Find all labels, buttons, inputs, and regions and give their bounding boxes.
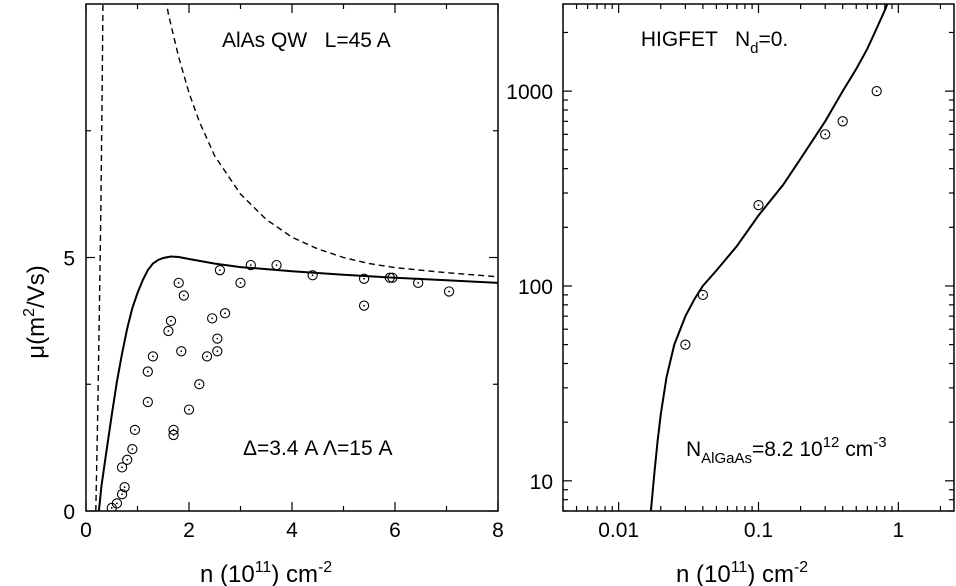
- left-data-point: [235, 277, 246, 288]
- left-data-point: [163, 325, 174, 337]
- left-data-point: [122, 454, 133, 465]
- left-solid-curve: [97, 255, 498, 511]
- right-xlabel-sup1: 11: [731, 559, 748, 576]
- right-data-point: [820, 129, 831, 140]
- right-plot-frame: [562, 3, 955, 512]
- right-note-annotation: NAlGaAs=8.2 1012 cm-3: [686, 434, 887, 467]
- right-title-base: HIGFET N: [641, 28, 750, 51]
- right-y-tick-label: 10: [530, 471, 553, 494]
- right-data-point: [680, 339, 691, 350]
- left-data-point: [201, 351, 213, 362]
- left-data-point: [178, 290, 189, 301]
- right-data-point: [753, 199, 764, 211]
- left-x-tick-label: 2: [183, 519, 195, 542]
- right-xlabel-sup2: -2: [794, 559, 808, 576]
- right-note-sub: AlGaAs: [701, 450, 752, 467]
- left-data-point: [142, 366, 153, 377]
- right-xlabel-mid: ) cm: [747, 561, 794, 586]
- left-data-point: [245, 259, 256, 271]
- left-tick-labels: 0 2 4 6 8 0 5: [63, 248, 504, 543]
- svg-text:μ(m2/Vs): μ(m2/Vs): [21, 265, 50, 358]
- left-title: AlAs QW L=45 A: [222, 29, 391, 52]
- left-x-axis-label: n (1011) cm-2: [200, 559, 332, 586]
- left-data-point: [119, 482, 130, 493]
- left-data-point: [212, 333, 223, 344]
- left-xlabel-sup1: 11: [255, 559, 272, 576]
- left-data-point: [142, 396, 153, 408]
- right-data-point: [871, 85, 882, 97]
- left-ylabel-end: /Vs): [23, 265, 50, 308]
- left-plot-frame: [85, 3, 499, 512]
- left-data-point: [116, 462, 128, 473]
- right-solid-curve: [649, 4, 889, 511]
- left-data-point: [443, 286, 455, 297]
- right-panel: 0.01 0.1 1 10 100 1000 HIGFET Nd=0. NAlGaAs=8…: [506, 3, 955, 586]
- left-xlabel-mid: ) cm: [271, 561, 318, 586]
- left-data-point: [173, 277, 184, 288]
- right-x-axis-label: n (1011) cm-2: [676, 559, 808, 586]
- left-ylabel-base: μ(m: [23, 317, 50, 359]
- left-data-point: [129, 424, 141, 436]
- left-data-point: [194, 379, 205, 390]
- right-xlabel-base: n (10: [676, 561, 731, 586]
- left-y-tick-label: 5: [63, 248, 75, 271]
- right-note-base: N: [686, 438, 701, 461]
- left-y-axis-label: μ(m2/Vs): [21, 265, 50, 358]
- left-data-point: [214, 265, 226, 276]
- left-data-point: [183, 404, 195, 415]
- right-y-tick-label: 1000: [506, 81, 553, 104]
- left-dashed-curve: [165, 4, 498, 278]
- right-ticks: [562, 4, 954, 512]
- right-series: [649, 4, 889, 511]
- right-note-end: cm: [839, 438, 873, 461]
- left-data-point: [147, 351, 159, 362]
- left-dashed-curve: [95, 4, 104, 511]
- right-note-mid: =8.2 10: [752, 438, 823, 461]
- right-x-tick-label: 1: [893, 519, 905, 542]
- left-data-point: [165, 315, 177, 327]
- left-data-point: [358, 300, 370, 311]
- left-ylabel-sup: 2: [21, 308, 38, 317]
- left-xlabel-base: n (10: [200, 561, 255, 586]
- right-tick-labels: 0.01 0.1 1 10 100 1000: [506, 81, 904, 542]
- left-panel: 0 2 4 6 8 0 5 AlAs QW L=45 A Δ=3.4 A Λ=15 A n …: [21, 3, 504, 586]
- left-x-tick-label: 0: [80, 519, 92, 542]
- right-x-tick-label: 0.1: [744, 519, 773, 542]
- left-data-point: [127, 443, 138, 455]
- right-title: HIGFET Nd=0.: [600, 28, 817, 57]
- right-y-tick-label: 100: [518, 276, 553, 299]
- left-series: [95, 4, 498, 511]
- right-note-sup: 12: [823, 434, 840, 451]
- left-x-tick-label: 8: [492, 519, 504, 542]
- left-data-point: [307, 270, 318, 281]
- left-data-point: [207, 313, 218, 324]
- left-data-point: [116, 489, 128, 500]
- left-data-point: [176, 346, 187, 357]
- left-data-point: [358, 273, 370, 284]
- left-data-point: [271, 259, 282, 271]
- right-data-point: [837, 116, 848, 127]
- left-data-point: [168, 424, 179, 436]
- left-x-tick-label: 4: [286, 519, 298, 542]
- left-data-point: [212, 346, 223, 357]
- left-data-point: [111, 498, 123, 509]
- right-title-sub: d: [750, 40, 758, 57]
- left-params-annotation: Δ=3.4 A Λ=15 A: [243, 437, 393, 460]
- left-xlabel-sup2: -2: [318, 559, 332, 576]
- right-x-tick-label: 0.01: [598, 519, 639, 542]
- left-data-point: [219, 308, 231, 319]
- left-ticks: [85, 4, 499, 512]
- right-title-end: =0.: [758, 28, 788, 51]
- left-x-tick-label: 6: [389, 519, 401, 542]
- left-y-tick-label: 0: [63, 501, 75, 524]
- right-note-sup2: -3: [873, 434, 886, 451]
